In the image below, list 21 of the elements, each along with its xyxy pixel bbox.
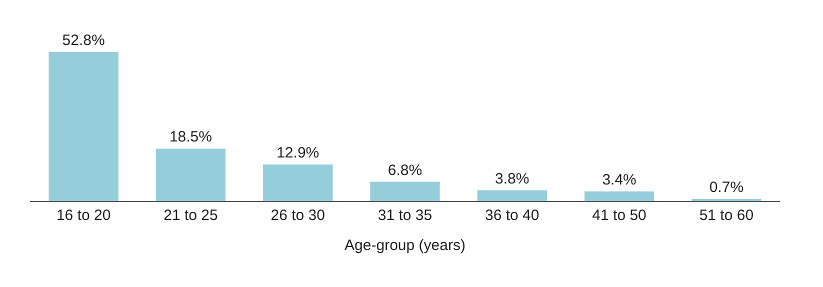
bar <box>370 182 440 201</box>
x-tick-label: 41 to 50 <box>592 207 646 224</box>
data-label: 12.9% <box>276 144 320 162</box>
data-label: 18.5% <box>169 128 212 146</box>
bar <box>477 190 547 201</box>
bar <box>263 164 333 201</box>
x-tick-label: 31 to 35 <box>378 207 432 224</box>
data-label: 0.7% <box>709 179 744 196</box>
x-tick-label: 21 to 25 <box>164 207 218 224</box>
x-tick-label: 16 to 20 <box>56 207 111 224</box>
x-tick-label: 36 to 40 <box>485 207 540 224</box>
data-label: 3.8% <box>495 170 530 188</box>
bar <box>584 191 654 201</box>
data-label: 6.8% <box>388 162 422 179</box>
data-label: 52.8% <box>62 32 105 49</box>
bar <box>156 148 226 201</box>
x-tick-label: 51 to 60 <box>699 207 754 224</box>
x-tick-label: 26 to 30 <box>270 207 325 224</box>
data-label: 3.4% <box>602 171 636 188</box>
x-axis-title: Age-group (years) <box>344 237 466 254</box>
bar <box>48 52 118 201</box>
